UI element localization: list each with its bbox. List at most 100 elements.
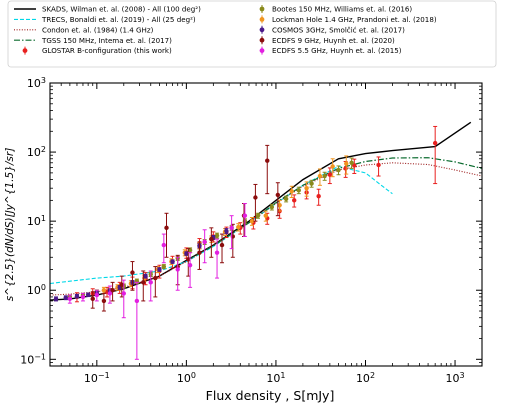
legend-dataset-label-2: Lockman Hole 1.4 GHz, Prandoni et. al. (… — [272, 15, 437, 24]
data-point-3-1 — [63, 295, 68, 300]
data-point-4-12 — [219, 242, 225, 248]
dataset-2 — [101, 155, 349, 294]
data-point-1-20 — [336, 167, 341, 173]
data-point-3-8 — [143, 273, 148, 279]
data-point-1-11 — [214, 233, 220, 238]
y-axis-label-text: s^{2.5}(dN/dS)[Jy^{1.5}/sr] — [4, 148, 16, 302]
data-point-2-16 — [317, 173, 323, 179]
plot-area — [50, 121, 482, 360]
axes: 10−1 100 101 102 103 10−1 100 101 102 103 — [20, 76, 483, 385]
model-line-3 — [186, 157, 482, 261]
data-point-2-10 — [236, 224, 241, 230]
data-point-0-22 — [376, 162, 381, 168]
data-point-4-16 — [265, 158, 270, 163]
data-point-3-9 — [157, 267, 162, 272]
x-axis-label: Flux density , S[mJy] — [206, 388, 335, 403]
data-point-2-14 — [289, 189, 294, 194]
model-line-1 — [50, 165, 393, 285]
legend-box — [7, 0, 497, 68]
data-point-3-11 — [184, 251, 189, 256]
data-point-4-17 — [275, 192, 281, 198]
x-tick-label-1: 100 — [177, 371, 196, 385]
data-point-3-10 — [170, 259, 175, 264]
data-point-1-7 — [161, 264, 167, 269]
data-point-0-20 — [343, 166, 348, 171]
x-tick-label-3: 102 — [356, 371, 375, 385]
data-point-0-21 — [352, 163, 357, 168]
data-point-5-0 — [67, 296, 73, 302]
data-point-3-2 — [74, 293, 80, 299]
data-point-5-12 — [229, 225, 234, 231]
y-tick-label-4: 103 — [27, 76, 46, 90]
x-tick-label-0: 10−1 — [84, 371, 110, 385]
data-point-0-23 — [432, 140, 438, 146]
data-point-1-17 — [296, 188, 301, 193]
data-point-4-5 — [141, 280, 146, 285]
data-point-4-0 — [90, 296, 95, 302]
data-point-5-13 — [242, 213, 248, 218]
legend-marker-0 — [22, 48, 28, 53]
legend-marker-1 — [259, 6, 265, 12]
data-point-3-3 — [85, 292, 91, 297]
x-tick-label-2: 101 — [266, 371, 285, 385]
data-point-0-16 — [292, 198, 297, 203]
data-point-0-18 — [316, 193, 321, 199]
legend: SKADS, Wilman et. al. (2008) - All (100 … — [7, 0, 497, 68]
legend-marker-4 — [259, 37, 265, 43]
data-point-4-3 — [119, 282, 124, 287]
legend-label-0: SKADS, Wilman et. al. (2008) - All (100 … — [42, 5, 201, 14]
data-point-5-10 — [202, 239, 207, 245]
dataset-4 — [90, 144, 281, 312]
y-axis-label: s^{2.5}(dN/dS)[Jy^{1.5}/sr] — [4, 148, 16, 302]
data-point-5-8 — [175, 267, 180, 272]
data-point-5-11 — [214, 250, 220, 255]
data-point-5-6 — [148, 280, 153, 285]
dataset-1 — [67, 157, 354, 300]
data-point-2-12 — [263, 213, 268, 218]
legend-dataset-label-1: Bootes 150 MHz, Williams et. al. (2016) — [272, 5, 412, 14]
legend-marker-5 — [259, 48, 265, 53]
data-point-3-0 — [53, 296, 59, 302]
legend-label-1: TRECS, Bonaldi et. al. (2019) - All (25 … — [41, 15, 196, 24]
model-line-2 — [50, 162, 482, 296]
data-point-4-7 — [164, 225, 169, 231]
data-point-2-0 — [101, 288, 107, 293]
y-tick-label-2: 101 — [27, 214, 46, 228]
data-point-1-18 — [309, 181, 314, 186]
x-tick-label-4: 103 — [445, 371, 464, 385]
data-point-4-6 — [153, 275, 158, 281]
data-point-4-11 — [209, 236, 214, 242]
y-tick-label-3: 102 — [27, 145, 46, 159]
data-point-4-4 — [130, 270, 135, 275]
y-tick-label-1: 100 — [27, 283, 46, 297]
legend-dataset-label-0: GLOSTAR B-configuration (this work) — [42, 46, 172, 55]
data-point-5-2 — [94, 292, 100, 298]
data-point-4-1 — [101, 298, 107, 304]
data-point-1-21 — [349, 160, 354, 165]
data-point-4-15 — [253, 195, 258, 200]
data-point-2-18 — [344, 161, 349, 166]
legend-marker-2 — [259, 17, 265, 22]
legend-dataset-label-5: ECDFS 5.5 GHz, Huynh et. al. (2015) — [272, 46, 402, 55]
dataset-3 — [53, 228, 229, 302]
data-point-5-9 — [187, 263, 193, 268]
data-point-4-2 — [110, 288, 115, 293]
data-point-2-11 — [249, 218, 255, 224]
data-point-5-4 — [121, 291, 126, 296]
data-point-5-5 — [134, 298, 140, 304]
dataset-5 — [67, 203, 248, 360]
data-point-4-9 — [186, 257, 191, 262]
data-point-2-17 — [330, 164, 335, 169]
data-point-2-13 — [277, 203, 282, 208]
data-point-5-3 — [107, 291, 113, 296]
data-point-4-10 — [197, 250, 202, 255]
data-point-5-7 — [161, 242, 167, 248]
data-point-1-14 — [255, 213, 261, 218]
data-point-1-15 — [269, 204, 275, 210]
model-line-0 — [50, 121, 472, 301]
data-point-5-1 — [80, 294, 86, 300]
data-point-3-14 — [224, 228, 229, 234]
data-point-1-16 — [283, 196, 289, 202]
data-point-2-15 — [304, 185, 309, 191]
